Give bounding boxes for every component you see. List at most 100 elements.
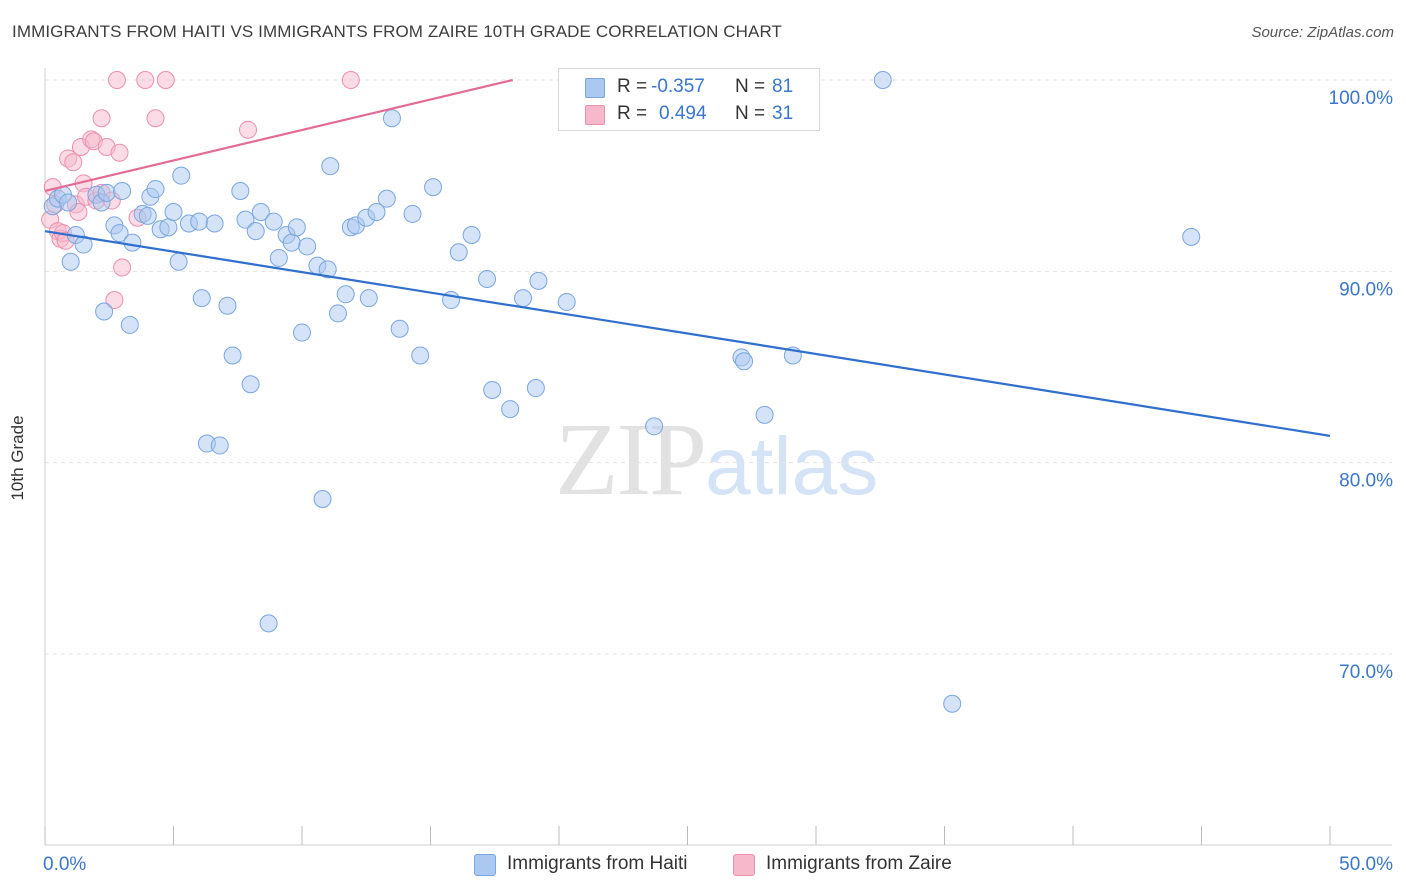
haiti-point [138,206,157,225]
haiti-point [377,189,396,208]
zaire-trend-line [44,78,513,193]
chart-title: IMMIGRANTS FROM HAITI VS IMMIGRANTS FROM… [12,22,783,41]
haiti-point [321,157,340,176]
haiti-point [164,203,183,222]
zaire-point [92,109,111,128]
haiti-point [873,71,892,89]
haiti-point [97,183,116,202]
haiti-point [120,315,139,334]
haiti-point [318,260,337,279]
haiti-point [478,269,497,288]
haiti-point [645,417,664,436]
haiti-point [328,304,347,323]
haiti-swatch [585,78,605,98]
haiti-point [192,289,211,308]
haiti-point [529,271,548,290]
haiti-point [298,237,317,256]
haiti-point [462,225,481,244]
legend-r-label: R = [617,103,648,124]
haiti-point [210,436,229,455]
haiti-point [59,193,78,212]
zaire-point [110,143,129,162]
legend-n-label: N = [735,103,766,124]
legend-r-value: -0.357 [651,76,705,97]
watermark-atlas: atlas [705,421,879,512]
haiti-point [123,233,142,252]
correlation-legend: R = -0.357 N = 81 R = 0.494 N = 31 [558,68,820,131]
y-tick-label: 90.0% [1339,279,1393,300]
haiti-point [424,178,443,197]
zaire-point [64,153,83,172]
haiti-trend-line [44,230,1331,437]
haiti-point [251,203,270,222]
haiti-point [449,243,468,262]
haiti-point [113,181,132,200]
y-tick-label: 80.0% [1339,471,1393,492]
haiti-point [735,352,754,371]
zaire-point [341,71,360,89]
legend-r-label: R = [617,76,648,97]
haiti-point [146,180,165,199]
zaire-point [113,258,132,277]
haiti-point [483,380,502,399]
zaire-point [156,71,175,89]
haiti-point [282,233,301,252]
legend-row-haiti: R = -0.357 N = 81 [559,75,819,101]
haiti-point [169,252,188,271]
legend-n-label: N = [735,76,766,97]
legend-n-value: 31 [772,103,794,124]
x-tick-label: 0.0% [43,854,86,875]
legend-label-haiti: Immigrants from Haiti [507,853,688,874]
haiti-point [382,109,401,128]
y-tick-label: 100.0% [1329,88,1394,109]
haiti-point [1182,227,1201,246]
haiti-point [755,405,774,424]
series-legend: Immigrants from Haiti Immigrants from Za… [0,852,1406,878]
source-label: Source: ZipAtlas.com [1251,24,1394,41]
haiti-point [246,222,265,241]
haiti-point [190,212,209,231]
zaire-point [239,120,258,139]
haiti-swatch [474,854,496,876]
legend-label-zaire: Immigrants from Zaire [766,853,952,874]
haiti-point [236,210,255,229]
haiti-point [269,248,288,267]
haiti-point [95,302,114,321]
legend-n-value: 81 [772,76,794,97]
haiti-point [159,218,178,237]
haiti-point [336,285,355,304]
haiti-point [501,400,520,419]
watermark-zip: ZIP [555,402,707,517]
zaire-swatch [733,854,755,876]
trend-lines [44,78,1331,437]
haiti-point [172,166,191,185]
haiti-point [390,319,409,338]
haiti-point [943,694,962,713]
haiti-point [218,296,237,315]
haiti-point [74,235,93,254]
grid [45,79,1392,655]
haiti-point [367,203,386,222]
haiti-point [514,289,533,308]
haiti-point [110,224,129,243]
legend-row-zaire: R = 0.494 N = 31 [559,102,819,128]
legend-r-value: 0.494 [659,103,707,124]
haiti-point [259,614,278,633]
zaire-point [146,109,165,128]
haiti-point [403,204,422,223]
haiti-point [205,214,224,233]
haiti-point [359,289,378,308]
haiti-point [223,346,242,365]
haiti-point [293,323,311,342]
zaire-point [105,291,124,310]
haiti-point [411,346,430,365]
haiti-point [313,490,332,509]
watermark: ZIPatlas [555,400,878,519]
haiti-point [61,252,80,271]
x-tick-label: 50.0% [1339,854,1393,875]
haiti-point [241,375,260,394]
zaire-swatch [585,105,605,125]
haiti-point [287,218,306,237]
zaire-point [107,71,126,89]
